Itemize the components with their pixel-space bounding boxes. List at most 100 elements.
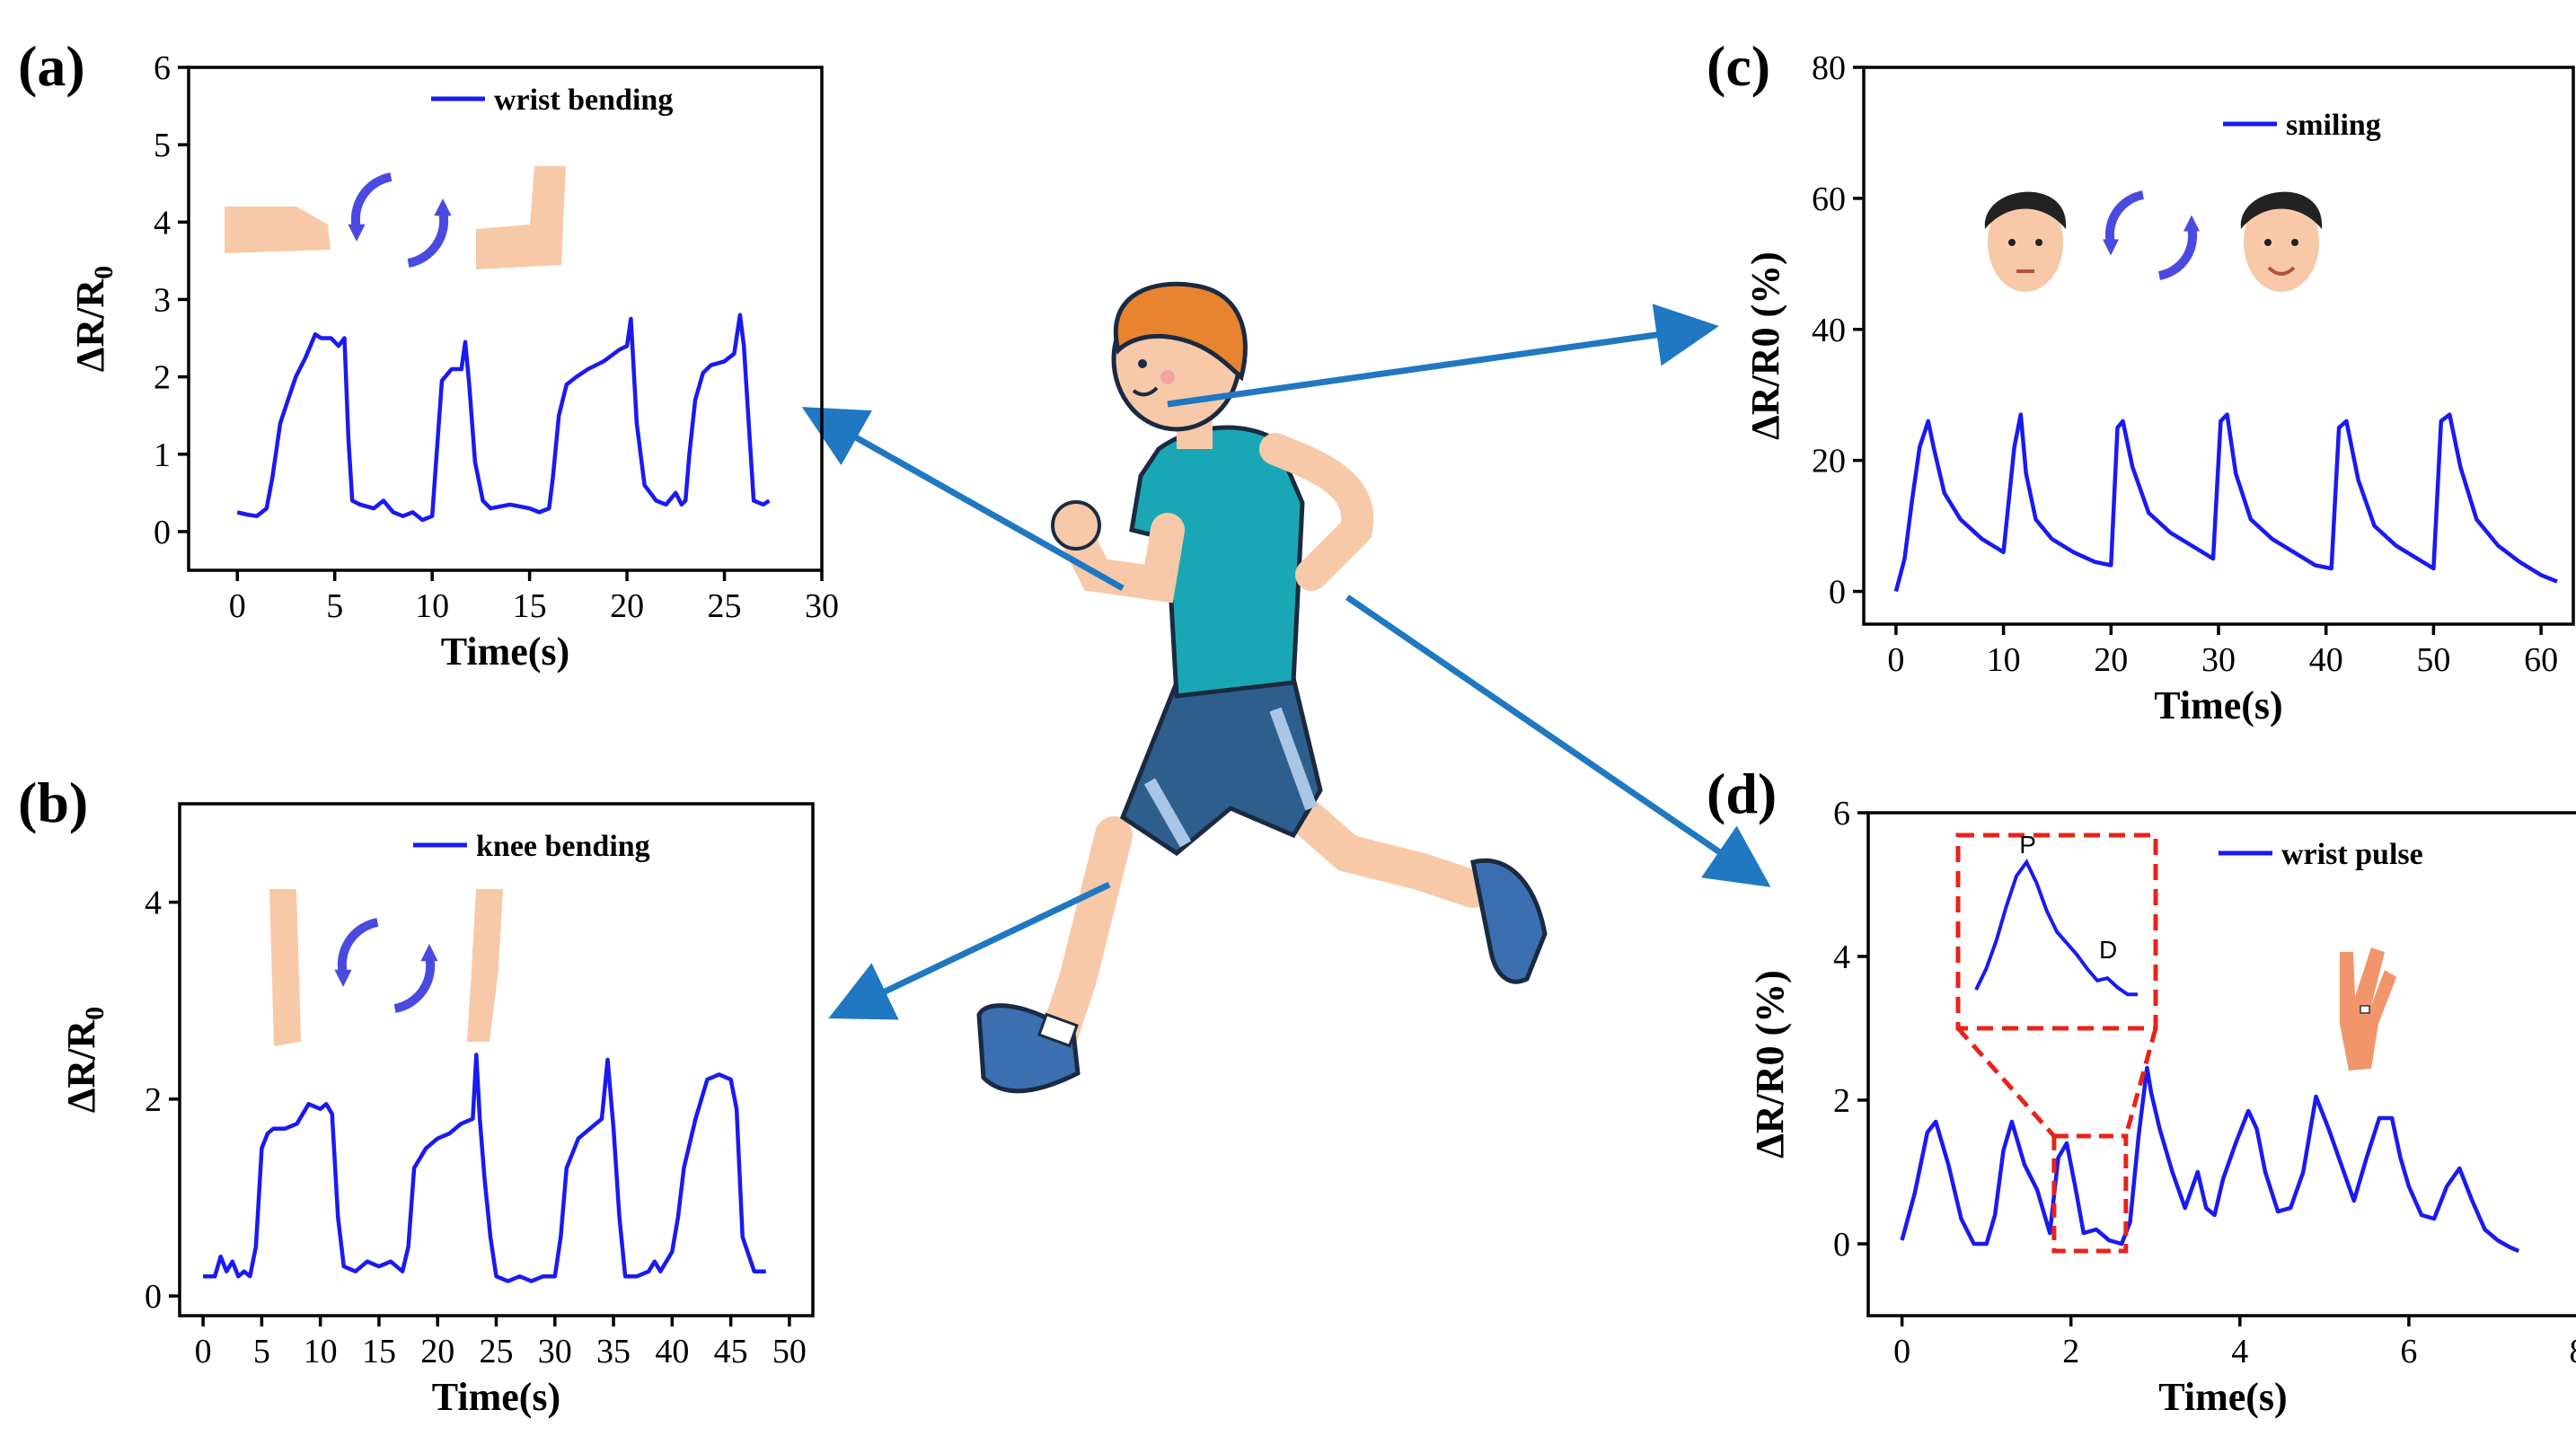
y-tick-label: 20 xyxy=(1812,443,1846,480)
x-tick-label: 0 xyxy=(1893,1333,1910,1370)
runner-cheek xyxy=(1160,370,1175,384)
x-tick-label: 0 xyxy=(229,587,246,625)
cycle-icon xyxy=(2103,190,2200,280)
x-axis-label: Time(s) xyxy=(441,630,569,674)
panel-a: (a)0 5 10 15 20 25 300123456Time(s)ΔR/R0wrist … xyxy=(18,34,839,674)
x-tick-label: 50 xyxy=(772,1333,807,1370)
panel-label: (c) xyxy=(1707,34,1770,98)
face-eye-left xyxy=(2264,239,2272,246)
y-tick-label: 4 xyxy=(145,885,162,922)
cycle-arc-left xyxy=(337,918,379,975)
cycle-icon xyxy=(348,172,452,268)
y-tick-label: 40 xyxy=(1812,312,1846,349)
cycle-arrowhead-left xyxy=(334,969,352,987)
x-tick-label: 40 xyxy=(655,1333,689,1370)
series-line-b xyxy=(203,1053,766,1283)
y-axis-label-main: ΔR/R xyxy=(68,278,112,373)
x-tick-label: 20 xyxy=(610,587,644,625)
bent-hand-icon xyxy=(476,166,566,269)
x-tick-label: 25 xyxy=(708,587,742,625)
straight-leg-icon xyxy=(269,889,301,1046)
inset-line xyxy=(1974,859,2138,997)
runner-fist xyxy=(1051,500,1101,551)
runner-smile xyxy=(1132,386,1159,397)
y-tick-label: 6 xyxy=(1833,795,1850,833)
plot-frame xyxy=(1866,811,2576,1317)
runner-front-arm xyxy=(1056,513,1185,604)
x-tick-label: 60 xyxy=(2524,641,2558,679)
x-tick-label: 10 xyxy=(1987,641,2021,679)
cycle-arrowhead-right xyxy=(434,198,452,216)
runner-hair xyxy=(1113,281,1248,382)
face xyxy=(1988,193,2063,292)
cycle-arrowhead-right xyxy=(2183,215,2200,232)
sensor-patch xyxy=(2360,1005,2370,1014)
face-eye-right xyxy=(2291,239,2298,246)
series-line-a xyxy=(236,313,771,523)
y-tick-label: 0 xyxy=(145,1278,162,1316)
bent-leg-icon xyxy=(467,889,503,1042)
x-axis-label: Time(s) xyxy=(2158,1375,2287,1419)
inset-connector-left xyxy=(1956,1026,2056,1138)
arrow-to-wrist-pulse xyxy=(1345,595,1771,887)
panel-b: (b)0 5 10 15 20 25 30 35 40 45 50024Time(s)ΔR/R0kn… xyxy=(18,771,815,1419)
plot-frame xyxy=(178,802,815,1317)
x-tick-label: 15 xyxy=(362,1333,396,1370)
cycle-arrowhead-left xyxy=(2103,239,2119,256)
y-tick-label: 2 xyxy=(145,1081,162,1119)
runner-back-sock xyxy=(1037,1012,1079,1048)
y-tick-label: 3 xyxy=(154,281,171,319)
x-tick-label: 20 xyxy=(2094,641,2128,679)
plot-frame xyxy=(187,66,824,572)
arrow-to-wrist-bending xyxy=(801,407,1125,592)
highlight-region xyxy=(2051,1133,2129,1254)
y-tick-label: 0 xyxy=(1833,1226,1850,1264)
y-axis-label-subscript: 0 xyxy=(80,1007,110,1020)
y-axis-label-subscript: 0 xyxy=(89,266,119,279)
legend-label: knee bending xyxy=(476,830,650,863)
runner-eye xyxy=(1138,359,1147,368)
y-axis-label: ΔR/R0 (%) xyxy=(1743,251,1787,440)
neutral-face-icon xyxy=(1984,191,2067,292)
face-eye-left xyxy=(2008,239,2016,246)
x-tick-label: 0 xyxy=(195,1333,212,1370)
x-axis-label: Time(s) xyxy=(2154,683,2282,727)
y-tick-label: 60 xyxy=(1812,181,1846,218)
runner-shorts-stripe xyxy=(1143,707,1318,848)
cycle-arc-left xyxy=(350,172,393,230)
series-line-d xyxy=(1900,1065,2520,1254)
y-tick-label: 80 xyxy=(1812,49,1846,87)
y-tick-label: 6 xyxy=(154,49,171,87)
panel-label: (d) xyxy=(1707,762,1777,825)
x-tick-label: 6 xyxy=(2400,1333,2417,1370)
y-tick-label: 2 xyxy=(154,359,171,397)
y-tick-label: 4 xyxy=(1833,938,1850,976)
x-tick-label: 30 xyxy=(538,1333,572,1370)
face-hair xyxy=(1984,191,2067,229)
y-axis-label: ΔR/R0 xyxy=(59,1007,110,1113)
face xyxy=(2244,193,2319,292)
plot-frame xyxy=(1862,66,2575,626)
y-tick-label: 5 xyxy=(154,127,171,164)
cycle-arrowhead-left xyxy=(348,224,366,242)
x-tick-label: 8 xyxy=(2570,1333,2576,1370)
x-tick-label: 30 xyxy=(805,587,839,625)
legend-label: wrist pulse xyxy=(2281,838,2423,871)
x-tick-label: 0 xyxy=(1887,641,1904,679)
legend-label: smiling xyxy=(2286,109,2381,142)
inset-box xyxy=(1955,833,2158,1031)
y-tick-label: 0 xyxy=(154,514,171,551)
x-tick-label: 2 xyxy=(2062,1333,2079,1370)
y-tick-label: 1 xyxy=(154,436,171,474)
arrow-to-knee-bending xyxy=(828,881,1111,1020)
y-tick-label: 2 xyxy=(1833,1082,1850,1120)
hand-icon xyxy=(2340,947,2396,1071)
inset-connector-right xyxy=(2123,1027,2158,1137)
x-tick-label: 10 xyxy=(415,587,449,625)
panel-label: (a) xyxy=(18,34,85,98)
runner-illustration xyxy=(976,281,1548,1094)
runner-front-leg xyxy=(1257,771,1492,908)
smiling-face-icon xyxy=(2240,191,2323,292)
y-axis-label-main: ΔR/R0 (%) xyxy=(1748,970,1792,1159)
